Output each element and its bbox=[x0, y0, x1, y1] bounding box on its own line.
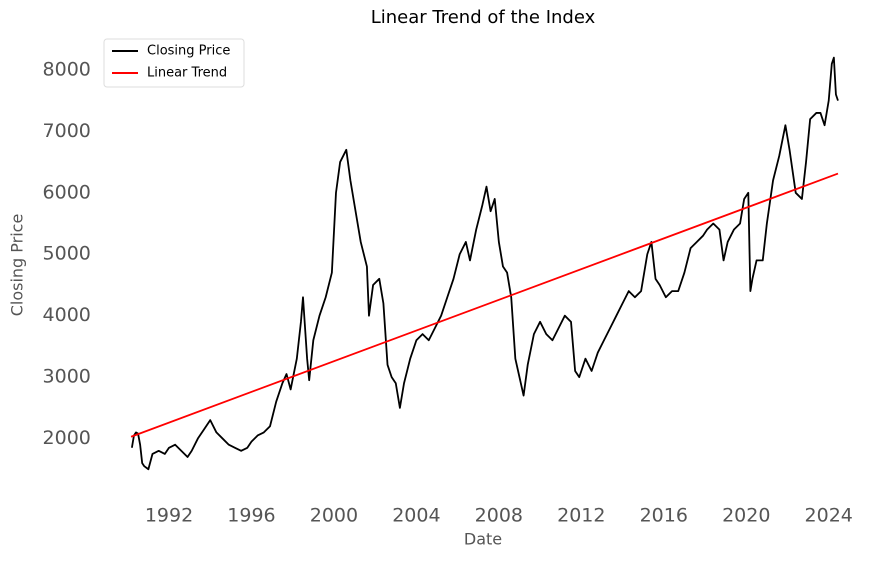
y-axis-label: Closing Price bbox=[8, 214, 27, 317]
x-tick-label: 2000 bbox=[310, 505, 358, 527]
legend: Closing Price Linear Trend bbox=[103, 38, 245, 88]
x-tick-label: 1996 bbox=[227, 505, 275, 527]
y-tick-label: 5000 bbox=[43, 243, 91, 265]
legend-label: Closing Price bbox=[147, 44, 230, 59]
y-tick-label: 3000 bbox=[43, 366, 91, 388]
y-tick-label: 7000 bbox=[43, 120, 91, 142]
x-tick-label: 2008 bbox=[475, 505, 523, 527]
y-tick-label: 4000 bbox=[43, 304, 91, 326]
y-tick-label: 8000 bbox=[43, 58, 91, 80]
chart-title: Linear Trend of the Index bbox=[371, 7, 596, 28]
x-tick-label: 2024 bbox=[805, 505, 853, 527]
x-tick-label: 2016 bbox=[640, 505, 688, 527]
x-tick-label: 2020 bbox=[722, 505, 770, 527]
x-axis-label: Date bbox=[464, 530, 502, 549]
legend-label: Linear Trend bbox=[147, 66, 227, 81]
line-series bbox=[130, 172, 839, 438]
y-tick-label: 6000 bbox=[43, 181, 91, 203]
legend-box bbox=[103, 38, 245, 88]
x-tick-label: 1992 bbox=[145, 505, 193, 527]
y-tick-label: 2000 bbox=[43, 427, 91, 449]
x-tick-label: 2012 bbox=[557, 505, 605, 527]
line-series bbox=[131, 56, 839, 471]
x-tick-label: 2004 bbox=[392, 505, 440, 527]
